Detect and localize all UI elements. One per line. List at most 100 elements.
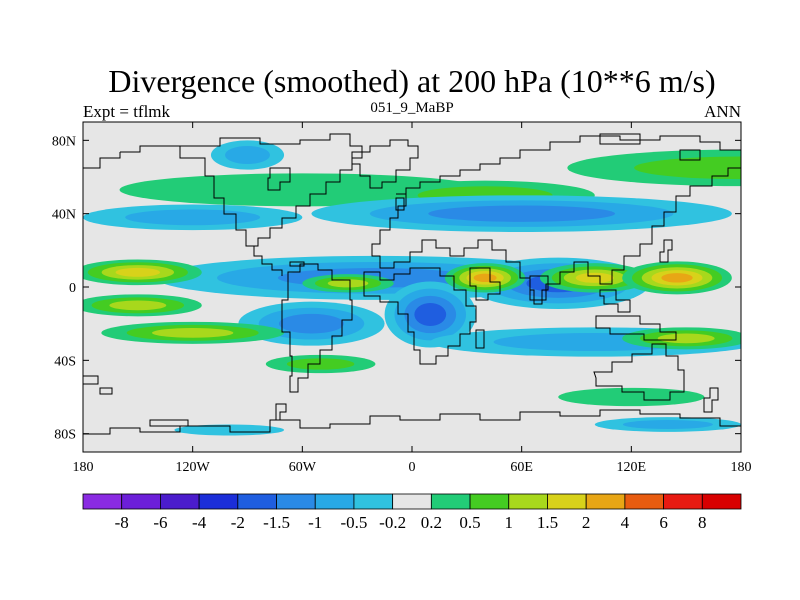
colorbar-box-7 xyxy=(353,493,394,510)
field-region-15 xyxy=(622,261,732,295)
season-label: ANN xyxy=(704,102,741,121)
colorbar-label-2: -4 xyxy=(192,513,207,532)
coast-se-asia xyxy=(599,289,631,313)
coast-japan xyxy=(659,239,673,263)
colorbar-box-3 xyxy=(198,493,239,510)
field-region-12 xyxy=(444,263,526,293)
coast-eurasia xyxy=(371,135,741,301)
coast-madagascar xyxy=(475,329,485,349)
field-band-4-1 xyxy=(125,209,261,226)
coast-south-pacific-islands xyxy=(83,375,113,395)
colorbar-box-1 xyxy=(121,493,161,510)
y-tick-label-0: 80N xyxy=(52,134,76,149)
coast-greenland xyxy=(351,139,419,189)
coast-central-america xyxy=(246,245,283,276)
field-band-10-3 xyxy=(115,267,161,277)
x-tick-label-4: 60E xyxy=(510,460,533,475)
colorbar-label-3: -2 xyxy=(231,513,245,532)
field-band-19-0 xyxy=(558,387,705,407)
y-tick-label-3: 40S xyxy=(54,354,76,369)
field-region-17 xyxy=(622,327,741,350)
x-tick-label-6: 180 xyxy=(731,460,752,475)
coast-antarctic-peninsula xyxy=(270,403,287,421)
field-region-22 xyxy=(210,140,285,170)
field-region-16 xyxy=(101,321,285,344)
y-axis: 80N 40N 0 40S 80S xyxy=(52,134,741,443)
colorbar-label-8: 0.2 xyxy=(421,513,442,532)
coast-australia xyxy=(593,343,685,401)
x-axis: 180 120W 60W 0 60E 120E 180 xyxy=(73,122,752,475)
coast-hudson-bay xyxy=(267,167,291,191)
y-tick-label-2: 0 xyxy=(69,281,76,296)
coast-antarctica xyxy=(83,409,741,435)
field-band-22-1 xyxy=(225,145,270,165)
x-tick-label-1: 120W xyxy=(176,460,211,475)
colorbar-label-13: 4 xyxy=(621,513,630,532)
field-region-21 xyxy=(174,424,285,436)
field-region-10 xyxy=(83,259,202,286)
x-tick-label-3: 0 xyxy=(409,460,416,475)
field-region-20 xyxy=(594,417,741,432)
colorbar-label-10: 1 xyxy=(505,513,514,532)
field-band-12-4 xyxy=(473,273,497,283)
colorbar-label-12: 2 xyxy=(582,513,591,532)
colorbar-box-2 xyxy=(160,493,200,510)
field-band-14-3 xyxy=(575,272,614,283)
field-band-16-2 xyxy=(152,327,234,338)
colorbar-box-11 xyxy=(508,493,548,510)
field-region-19 xyxy=(558,387,705,407)
field-band-13-2 xyxy=(327,279,369,288)
field-band-0-1 xyxy=(634,156,741,180)
field-band-21-0 xyxy=(174,424,285,436)
field-region-14 xyxy=(539,263,650,293)
colorbar: -8 -6 -4 -2 -1.5 -1 -0.5 -0.2 0.2 0.5 1 1.5 2 4 6 8 xyxy=(82,493,742,532)
colorbar-box-5 xyxy=(276,493,316,510)
coast-british-isles xyxy=(395,197,405,211)
coast-new-zealand xyxy=(703,387,719,413)
coast-south-america xyxy=(281,263,353,393)
x-tick-label-5: 120E xyxy=(617,460,647,475)
y-tick-label-4: 80S xyxy=(54,428,76,443)
colorbar-box-6 xyxy=(314,493,355,510)
field-band-15-4 xyxy=(661,273,693,283)
coast-north-america xyxy=(120,133,363,247)
field-band-8-2 xyxy=(278,313,344,334)
coast-indonesia xyxy=(595,315,677,341)
field-region-3 xyxy=(311,195,732,233)
colorbar-label-15: 8 xyxy=(698,513,707,532)
chart-title: Divergence (smoothed) at 200 hPa (10**6 … xyxy=(108,63,715,99)
coastlines xyxy=(83,133,741,435)
expt-label: Expt = tflmk xyxy=(83,102,171,121)
coast-alaska xyxy=(83,152,121,169)
coast-arabia xyxy=(469,267,501,301)
coast-africa xyxy=(363,267,477,365)
coast-caribbean xyxy=(289,261,305,267)
colorbar-label-9: 0.5 xyxy=(459,513,480,532)
field-band-11-2 xyxy=(109,300,167,311)
field-band-20-1 xyxy=(622,419,713,430)
colorbar-label-14: 6 xyxy=(659,513,668,532)
colorbar-box-9 xyxy=(430,493,471,510)
colorbar-label-4: -1.5 xyxy=(263,513,290,532)
coast-arctic-islands xyxy=(599,133,701,161)
field-band-18-1 xyxy=(286,358,355,370)
colorbar-label-11: 1.5 xyxy=(537,513,558,532)
field-band-7-3 xyxy=(414,303,447,326)
divergence-field xyxy=(83,140,741,436)
y-tick-label-1: 40N xyxy=(52,208,76,223)
case-label: 051_9_MaBP xyxy=(370,100,453,116)
colorbar-box-0 xyxy=(82,493,123,510)
colorbar-box-8 xyxy=(392,493,432,510)
field-band-17-2 xyxy=(657,333,715,344)
field-band-3-2 xyxy=(428,205,616,222)
colorbar-box-16 xyxy=(701,493,742,510)
colorbar-label-1: -6 xyxy=(153,513,167,532)
coast-india xyxy=(529,275,549,305)
colorbar-box-15 xyxy=(663,493,703,510)
colorbar-label-0: -8 xyxy=(115,513,129,532)
x-tick-label-2: 60W xyxy=(289,460,317,475)
field-region-0 xyxy=(567,149,741,187)
colorbar-label-6: -0.5 xyxy=(340,513,367,532)
colorbar-box-10 xyxy=(469,493,510,510)
